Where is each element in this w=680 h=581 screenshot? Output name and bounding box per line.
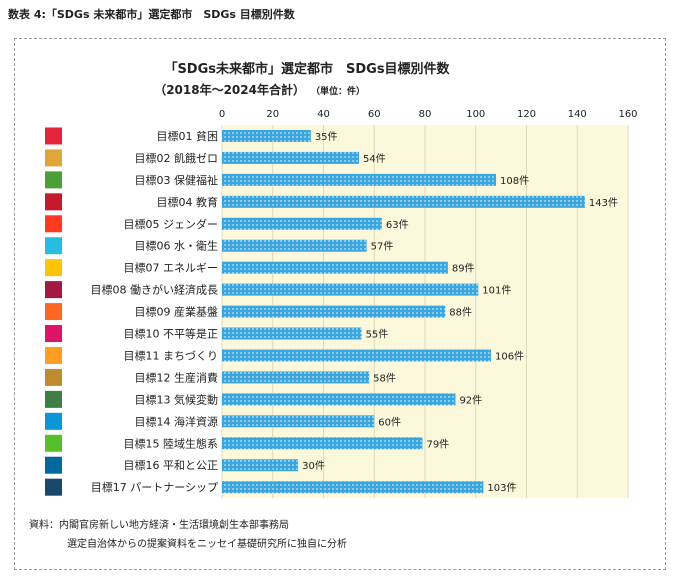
category-label: 目標11 まちづくり [124,348,219,362]
sdg-goal-icon [45,237,62,255]
bar [222,481,484,494]
data-label: 88件 [449,307,472,319]
sdg-goal-icon [45,215,62,233]
category-label: 目標01 貧困 [157,129,219,143]
sdg-goal-icon [45,281,62,299]
category-label: 目標06 水・衛生 [135,239,219,253]
data-label: 143件 [589,197,618,209]
x-tick-label: 160 [618,109,637,120]
category-label: 目標15 陸域生態系 [124,436,219,450]
sdg-goal-icon [45,346,62,364]
category-label: 目標04 教育 [157,195,219,209]
bar [222,349,491,362]
bar [222,151,360,164]
category-label: 目標09 産業基盤 [135,305,219,319]
data-label: 55件 [366,329,389,341]
category-label: 目標12 生産消費 [135,370,219,384]
x-tick-label: 20 [266,109,279,120]
data-label: 103件 [487,482,516,494]
sdg-goal-icon [45,171,62,189]
category-label: 目標07 エネルギー [124,261,219,275]
bar [222,437,423,450]
bar [222,173,497,186]
data-label: 101件 [482,285,511,297]
bar [222,261,448,274]
x-tick-label: 100 [466,109,485,120]
bar [222,239,367,252]
chart-title: 「SDGs未来都市」選定都市 SDGs目標別件数 [164,61,450,77]
chart-frame: 「SDGs未来都市」選定都市 SDGs目標別件数 （2018年～2024年合計）… [14,38,666,570]
bar [222,327,362,340]
sdg-goal-icon [45,434,62,452]
data-label: 79件 [426,438,449,450]
data-label: 30件 [302,460,325,472]
data-label: 89件 [452,263,475,275]
x-tick-label: 0 [219,109,225,120]
data-label: 106件 [495,350,524,362]
source-note-line2: 選定自治体からの提案資料をニッセイ基礎研究所に独自に分析 [67,539,347,550]
data-label: 58件 [373,372,396,384]
category-label: 目標10 不平等是正 [124,327,219,341]
sdg-goal-icon [45,412,62,430]
category-label: 目標16 平和と公正 [124,458,219,472]
data-label: 54件 [363,153,386,165]
source-note-line1: 資料：内閣官房新しい地方経済・生活環境創生本部事務局 [29,520,289,531]
category-label: 目標03 保健福祉 [135,173,219,187]
bar [222,459,299,472]
bar [222,283,479,296]
sdg-goal-icon [45,325,62,343]
category-label: 目標05 ジェンダー [124,217,219,231]
x-tick-label: 140 [568,109,587,120]
x-tick-label: 40 [317,109,330,120]
sdg-goal-icon [45,303,62,321]
sdg-goal-icon [45,193,62,211]
category-label: 目標02 飢餓ゼロ [135,151,219,165]
sdg-goal-icon [45,127,62,145]
category-label: 目標17 パートナーシップ [91,480,218,494]
category-label: 目標13 気候変動 [135,392,219,406]
category-label: 目標14 海洋資源 [135,414,219,428]
data-label: 60件 [378,416,401,428]
chart-subtitle: （2018年～2024年合計） [154,82,305,97]
x-tick-label: 120 [517,109,536,120]
sdg-goal-icon [45,390,62,408]
bar [222,217,382,230]
bar [222,195,585,208]
data-label: 35件 [315,131,338,143]
sdg-goal-icon [45,478,62,496]
bar [222,415,375,428]
bar-chart: 「SDGs未来都市」選定都市 SDGs目標別件数 （2018年～2024年合計）… [45,61,638,499]
x-tick-label: 60 [368,109,381,120]
figure-title: 数表 4:「SDGs 未来都市」選定都市 SDGs 目標別件数 [8,8,295,21]
unit-note: （単位：件） [311,85,365,97]
bar [222,129,311,142]
data-label: 57件 [371,241,394,253]
bar [222,305,446,318]
category-label: 目標08 働きがい経済成長 [91,283,219,297]
sdg-goal-icon [45,149,62,167]
bar [222,393,456,406]
bar [222,371,370,384]
sdg-goal-icon [45,456,62,474]
data-label: 63件 [386,219,409,231]
sdg-goal-icon [45,259,62,277]
x-tick-label: 80 [419,109,432,120]
data-label: 92件 [459,394,482,406]
sdg-goal-icon [45,368,62,386]
data-label: 108件 [500,175,529,187]
